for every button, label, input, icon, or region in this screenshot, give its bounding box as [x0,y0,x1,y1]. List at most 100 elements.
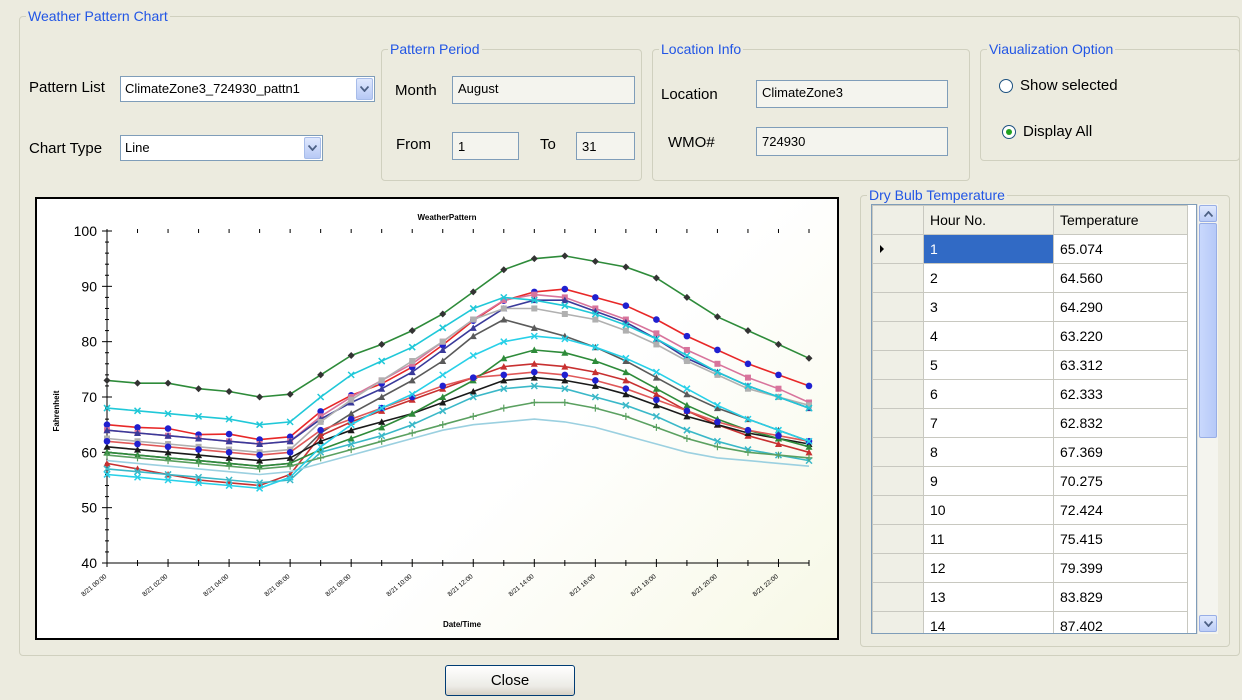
chart-type-select[interactable]: Line [120,135,323,161]
data-point [225,454,233,461]
row-header[interactable] [872,408,924,438]
scroll-thumb[interactable] [1199,223,1217,438]
row-header[interactable] [872,524,924,554]
temperature-cell[interactable]: 79.399 [1053,553,1188,583]
display-all-label[interactable]: Display All [1023,123,1093,140]
data-point [622,327,629,334]
table-row[interactable]: 9 70.275 [872,466,1188,496]
show-selected-radio[interactable] [999,79,1013,93]
data-point [744,426,752,434]
temperature-cell[interactable]: 70.275 [1053,466,1188,496]
table-row[interactable]: 3 64.290 [872,292,1188,322]
hour-column-header[interactable]: Hour No. [923,205,1054,235]
hour-cell[interactable]: 9 [923,466,1054,496]
hour-cell[interactable]: 5 [923,350,1054,380]
table-row[interactable]: 10 72.424 [872,495,1188,525]
close-button[interactable]: Close [445,665,575,696]
pattern-list-select[interactable]: ClimateZone3_724930_pattn1 [120,76,375,102]
temperature-cell[interactable]: 63.312 [1053,350,1188,380]
temperature-cell[interactable]: 64.290 [1053,292,1188,322]
data-point [561,371,569,379]
hour-cell[interactable]: 7 [923,408,1054,438]
hour-cell[interactable]: 3 [923,292,1054,322]
location-field[interactable]: ClimateZone3 [756,80,948,108]
temperature-cell[interactable]: 75.415 [1053,524,1188,554]
hour-cell[interactable]: 13 [923,582,1054,612]
temperature-cell[interactable]: 62.333 [1053,379,1188,409]
row-header[interactable] [872,437,924,467]
scroll-down-button[interactable] [1199,615,1217,632]
dry-bulb-grid[interactable]: Hour No. Temperature 1 65.074 2 64.560 3 64.2… [871,204,1197,634]
temperature-column-header[interactable]: Temperature [1053,205,1188,235]
row-header[interactable] [872,495,924,525]
pattern-list-label: Pattern List [29,79,105,96]
data-point [347,446,355,454]
data-point [439,338,446,345]
data-point [164,410,172,418]
from-label: From [396,136,431,153]
data-point [378,437,386,445]
data-point [713,368,721,376]
table-row[interactable]: 5 63.312 [872,350,1188,380]
temperature-cell[interactable]: 72.424 [1053,495,1188,525]
data-point [805,354,813,362]
row-header[interactable] [872,263,924,293]
month-label: Month [395,82,437,99]
row-header[interactable] [872,553,924,583]
table-row[interactable]: 8 67.369 [872,437,1188,467]
hour-cell[interactable]: 6 [923,379,1054,409]
temperature-cell[interactable]: 63.220 [1053,321,1188,351]
hour-cell[interactable]: 14 [923,611,1054,633]
from-field[interactable]: 1 [452,132,519,160]
data-point [530,324,538,331]
scroll-up-button[interactable] [1199,205,1217,222]
table-row[interactable]: 14 87.402 [872,611,1188,633]
temperature-cell[interactable]: 64.560 [1053,263,1188,293]
to-field[interactable]: 31 [576,132,635,160]
chart-type-dropdown-button[interactable] [304,137,321,159]
row-header[interactable] [872,379,924,409]
hour-cell[interactable]: 12 [923,553,1054,583]
hour-cell[interactable]: 8 [923,437,1054,467]
row-header[interactable] [872,234,924,264]
hour-cell[interactable]: 1 [923,234,1054,264]
table-row[interactable]: 12 79.399 [872,553,1188,583]
row-header[interactable] [872,466,924,496]
table-row[interactable]: 6 62.333 [872,379,1188,409]
visualization-option-group: Viaualization Option [980,41,1240,161]
display-all-radio[interactable] [1002,125,1016,139]
pattern-list-dropdown-button[interactable] [356,78,373,100]
show-selected-label[interactable]: Show selected [1020,77,1118,94]
row-header[interactable] [872,582,924,612]
table-row[interactable]: 2 64.560 [872,263,1188,293]
data-point [653,396,660,404]
month-field[interactable]: August [452,76,635,104]
grid-scrollbar[interactable] [1197,204,1218,634]
row-header[interactable] [872,292,924,322]
hour-cell[interactable]: 4 [923,321,1054,351]
table-row[interactable]: 1 65.074 [872,234,1188,264]
temperature-cell[interactable]: 62.832 [1053,408,1188,438]
table-row[interactable]: 4 63.220 [872,321,1188,351]
chart-type-value: Line [125,140,150,155]
wmo-field[interactable]: 724930 [756,127,948,156]
temperature-cell[interactable]: 67.369 [1053,437,1188,467]
hour-cell[interactable]: 2 [923,263,1054,293]
chart-xlabel: Date/Time [443,620,482,629]
temperature-cell[interactable]: 87.402 [1053,611,1188,633]
hour-cell[interactable]: 11 [923,524,1054,554]
temperature-cell[interactable]: 83.829 [1053,582,1188,612]
dry-bulb-title: Dry Bulb Temperature [869,187,1005,203]
data-point [470,316,477,323]
row-header[interactable] [872,321,924,351]
row-header[interactable] [872,611,924,633]
table-row[interactable]: 13 83.829 [872,582,1188,612]
data-point [530,382,538,390]
table-row[interactable]: 11 75.415 [872,524,1188,554]
data-point [317,408,324,415]
temperature-cell[interactable]: 65.074 [1053,234,1188,264]
series-12 [103,399,813,473]
table-row[interactable]: 7 62.832 [872,408,1188,438]
hour-cell[interactable]: 10 [923,495,1054,525]
row-header[interactable] [872,350,924,380]
